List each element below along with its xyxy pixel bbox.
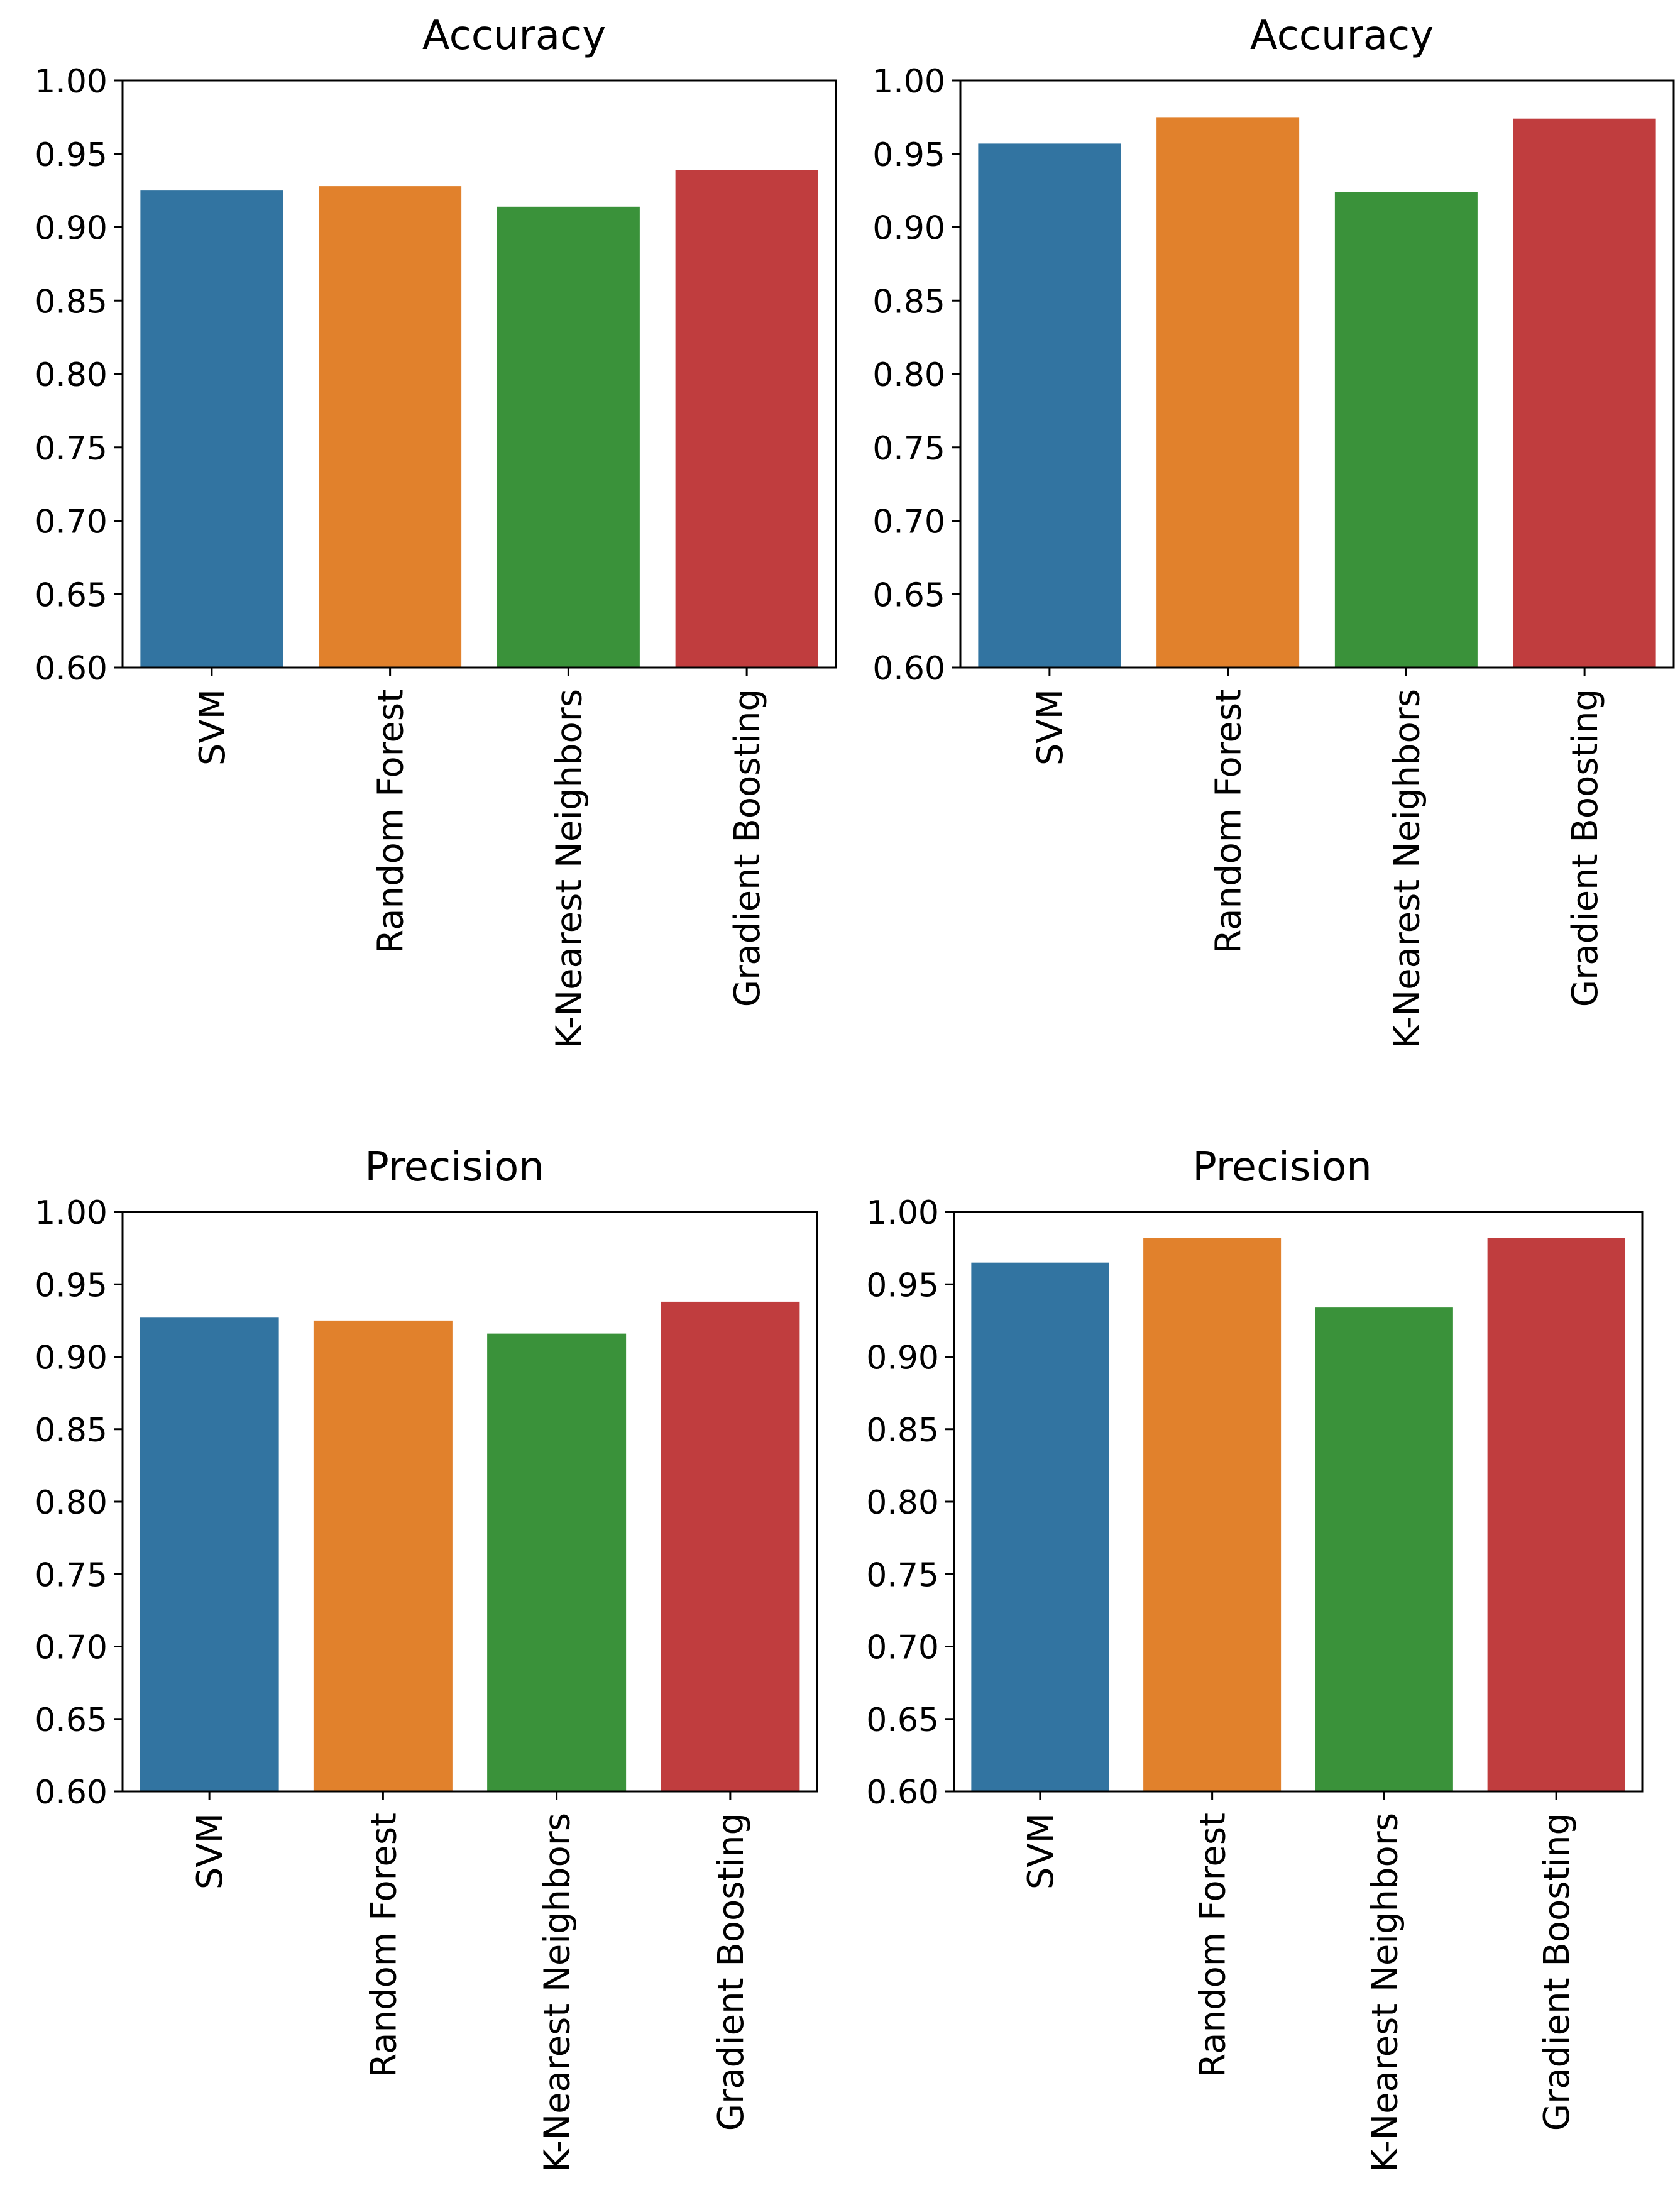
y-tick-label: 0.85 [35, 283, 107, 321]
x-tick-label: Gradient Boosting [727, 689, 768, 1007]
y-tick-label: 0.60 [35, 1774, 107, 1812]
y-tick-label: 0.95 [872, 136, 945, 174]
bar-svm [140, 190, 283, 668]
bar-gradient-boosting [1487, 1238, 1625, 1791]
y-tick-label: 0.85 [35, 1412, 107, 1449]
bar-svm [978, 143, 1121, 668]
y-tick-label: 0.80 [35, 356, 107, 394]
x-tick-label: Gradient Boosting [711, 1813, 752, 2131]
chart-panel-4: 0.60 0.65 0.70 0.75 0.80 0.85 0.90 0.95 1.00 SVM R… [866, 1144, 1644, 2172]
x-tick-label: K-Nearest Neighbors [1364, 1813, 1405, 2172]
chart-title: Precision [1192, 1144, 1372, 1191]
bar-svm [140, 1317, 279, 1791]
y-tick-label: 1.00 [866, 1194, 939, 1232]
x-tick-label: K-Nearest Neighbors [1386, 689, 1427, 1048]
y-tick-label: 0.60 [872, 650, 945, 688]
bar-k-nearest-neighbors [1315, 1307, 1453, 1791]
x-tick-label: Random Forest [371, 689, 412, 954]
y-tick-label: 0.90 [872, 210, 945, 248]
y-tick-label: 0.60 [866, 1774, 939, 1812]
bar-k-nearest-neighbors [1334, 192, 1478, 668]
y-tick-label: 0.90 [866, 1339, 939, 1377]
x-tick-label: Gradient Boosting [1537, 1813, 1578, 2131]
bar-svm [971, 1262, 1109, 1791]
chart-panel-2: 0.60 0.65 0.70 0.75 0.80 0.85 0.90 0.95 1.00 SVM R… [872, 13, 1675, 1048]
y-tick-label: 0.65 [35, 576, 107, 614]
y-tick-label: 0.80 [866, 1484, 939, 1522]
bar-gradient-boosting [1513, 118, 1656, 668]
bar-k-nearest-neighbors [497, 206, 640, 668]
y-tick-label: 0.70 [866, 1629, 939, 1667]
y-tick-label: 0.65 [866, 1702, 939, 1739]
chart-title: Accuracy [422, 13, 606, 59]
chart-panel-1: 0.60 0.65 0.70 0.75 0.80 0.85 0.90 0.95 1.00 SVM R… [35, 13, 837, 1048]
chart-title: Accuracy [1250, 13, 1434, 59]
chart-panel-3: 0.60 0.65 0.70 0.75 0.80 0.85 0.90 0.95 1.00 SVM R… [35, 1144, 818, 2172]
y-tick-label: 0.65 [872, 576, 945, 614]
y-tick-label: 0.95 [866, 1267, 939, 1304]
x-tick-label: K-Nearest Neighbors [537, 1813, 578, 2172]
y-tick-label: 1.00 [872, 63, 945, 101]
y-tick-label: 0.95 [35, 136, 107, 174]
x-tick-label: SVM [1030, 689, 1071, 766]
x-tick-label: SVM [192, 689, 233, 766]
y-tick-label: 0.70 [35, 503, 107, 541]
bar-random-forest [1156, 117, 1300, 668]
x-tick-label: Random Forest [363, 1813, 404, 2078]
y-tick-label: 1.00 [35, 1194, 107, 1232]
bar-k-nearest-neighbors [487, 1333, 627, 1791]
y-tick-label: 0.95 [35, 1267, 107, 1304]
x-tick-label: SVM [1021, 1813, 1062, 1889]
bar-random-forest [1143, 1238, 1282, 1791]
x-tick-label: Random Forest [1193, 1813, 1234, 2078]
x-tick-label: Random Forest [1209, 689, 1249, 954]
y-tick-label: 0.85 [872, 283, 945, 321]
x-tick-label: Gradient Boosting [1565, 689, 1606, 1007]
y-tick-label: 0.75 [866, 1556, 939, 1594]
y-tick-label: 0.90 [35, 1339, 107, 1377]
y-tick-label: 0.70 [872, 503, 945, 541]
y-tick-label: 0.90 [35, 210, 107, 248]
y-tick-label: 0.65 [35, 1702, 107, 1739]
y-tick-label: 0.70 [35, 1629, 107, 1667]
x-tick-label: K-Nearest Neighbors [549, 689, 590, 1048]
y-tick-label: 0.75 [35, 430, 107, 468]
y-tick-label: 0.85 [866, 1412, 939, 1449]
y-tick-label: 0.75 [35, 1556, 107, 1594]
y-tick-label: 1.00 [35, 63, 107, 101]
bar-gradient-boosting [661, 1301, 800, 1791]
bar-gradient-boosting [675, 170, 818, 668]
x-tick-label: SVM [190, 1813, 231, 1889]
y-tick-label: 0.75 [872, 430, 945, 468]
y-tick-label: 0.80 [872, 356, 945, 394]
y-tick-label: 0.80 [35, 1484, 107, 1522]
y-tick-label: 0.60 [35, 650, 107, 688]
chart-title: Precision [365, 1144, 544, 1191]
bar-random-forest [319, 186, 462, 668]
bar-random-forest [313, 1320, 453, 1791]
